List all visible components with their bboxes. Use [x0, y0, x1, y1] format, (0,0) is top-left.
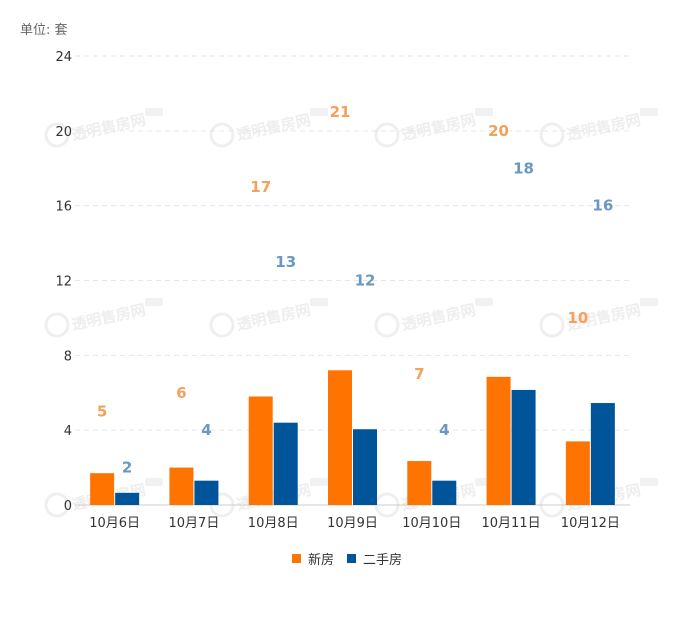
data-label-second: 4 — [201, 421, 211, 439]
bar-second — [590, 403, 615, 505]
bar-second — [511, 389, 536, 505]
bar-new — [407, 461, 432, 505]
bar-second — [353, 429, 377, 505]
data-label-new: 17 — [250, 178, 271, 196]
watermark: 透明售房网 — [374, 108, 493, 148]
legend: 新房 二手房 — [292, 552, 402, 568]
svg-text:透明售房网: 透明售房网 — [235, 481, 312, 514]
x-category-label: 10月7日 — [169, 516, 220, 531]
bar-new — [328, 370, 352, 505]
y-tick-label: 12 — [55, 275, 72, 290]
data-label-second: 13 — [275, 253, 296, 271]
x-category-label: 10月6日 — [89, 516, 140, 531]
watermark: 透明售房网 — [209, 108, 328, 148]
svg-text:透明售房网: 透明售房网 — [400, 111, 477, 144]
bar-new — [90, 473, 115, 505]
svg-text:透明售房网: 透明售房网 — [565, 111, 642, 144]
bar-new — [248, 396, 273, 505]
y-tick-label: 16 — [55, 200, 72, 215]
y-axis-ticks: 0 4 8 12 16 20 24 — [55, 50, 72, 514]
svg-text:透明售房网: 透明售房网 — [235, 111, 312, 144]
data-label-new: 10 — [567, 309, 588, 327]
legend-label-second: 二手房 — [363, 552, 402, 568]
y-tick-label: 8 — [64, 349, 72, 364]
data-label-new: 20 — [488, 122, 509, 140]
watermark: 透明售房网 — [44, 298, 163, 338]
bar-second — [273, 422, 298, 505]
x-category-label: 10月9日 — [327, 516, 378, 531]
svg-text:透明售房网: 透明售房网 — [70, 111, 147, 144]
bar-second — [432, 480, 457, 505]
legend-label-new: 新房 — [308, 552, 334, 568]
data-label-second: 4 — [439, 421, 449, 439]
bar-new — [565, 441, 590, 505]
gridlines — [75, 55, 630, 431]
watermark: 透明售房网 — [539, 108, 658, 148]
svg-text:透明售房网: 透明售房网 — [70, 301, 147, 334]
legend-swatch-second — [347, 554, 356, 563]
bar-new — [486, 376, 511, 505]
bar-second — [115, 492, 140, 505]
data-label-second: 16 — [592, 197, 613, 215]
data-label-second: 18 — [513, 159, 534, 177]
x-category-label: 10月8日 — [248, 516, 299, 531]
y-tick-label: 20 — [55, 125, 72, 140]
x-category-label: 10月12日 — [561, 516, 620, 531]
data-label-new: 21 — [330, 103, 351, 121]
x-axis-categories: 10月6日 10月7日 10月8日 10月9日 10月10日 10月11日 10月12日 — [89, 516, 620, 531]
y-tick-label: 0 — [64, 499, 72, 514]
watermark: 透明售房网 — [209, 298, 328, 338]
y-tick-label: 24 — [55, 50, 72, 65]
x-category-label: 10月10日 — [402, 516, 461, 531]
bars — [90, 370, 615, 505]
y-axis-unit-label: 单位: 套 — [20, 22, 68, 38]
data-label-new: 5 — [97, 402, 107, 420]
bar-new — [169, 467, 194, 505]
data-label-new: 7 — [414, 365, 424, 383]
data-label-second: 12 — [355, 272, 376, 290]
svg-text:透明售房网: 透明售房网 — [235, 301, 312, 334]
data-label-new: 6 — [176, 384, 186, 402]
legend-swatch-new — [292, 554, 301, 563]
data-label-second: 2 — [122, 459, 132, 477]
y-tick-label: 4 — [64, 424, 72, 439]
x-category-label: 10月11日 — [482, 516, 541, 531]
watermark: 透明售房网 — [374, 298, 493, 338]
watermark: 透明售房网 — [539, 298, 658, 338]
bar-second — [194, 480, 219, 505]
data-labels: 5 2 6 4 17 13 21 12 7 4 20 18 10 16 — [97, 103, 613, 476]
svg-text:透明售房网: 透明售房网 — [400, 301, 477, 334]
